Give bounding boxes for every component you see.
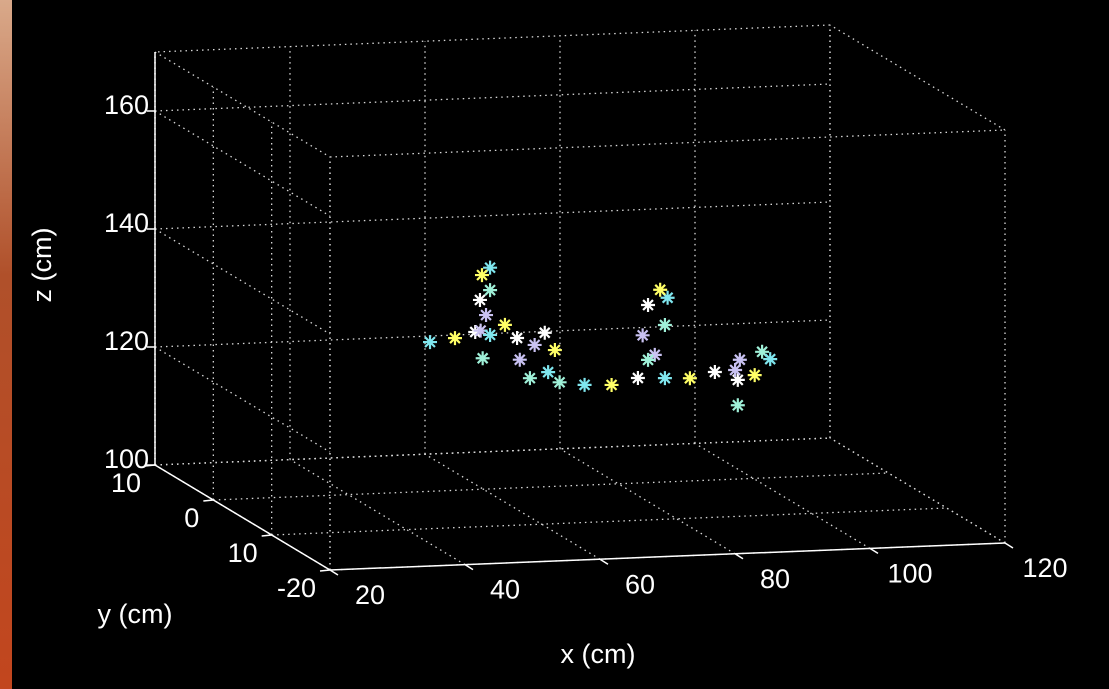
point — [630, 370, 645, 385]
x-tick-label: 60 — [625, 569, 655, 599]
point — [707, 364, 722, 379]
point — [641, 298, 656, 313]
point — [527, 337, 542, 352]
grid-line — [213, 472, 889, 501]
point — [730, 398, 745, 413]
tick-mark — [319, 569, 331, 572]
box-edge — [829, 24, 1006, 131]
point — [473, 323, 488, 338]
point — [537, 325, 552, 340]
grid-line — [154, 83, 831, 112]
point — [497, 317, 512, 332]
y-axis — [154, 464, 331, 571]
point — [447, 331, 462, 346]
point — [483, 260, 498, 275]
point — [641, 352, 656, 367]
grid-line — [154, 228, 331, 335]
grid-line — [694, 442, 871, 549]
point — [541, 365, 556, 380]
point — [730, 372, 745, 387]
point — [512, 352, 527, 367]
grid-line — [829, 437, 1006, 544]
x-axis — [329, 542, 1006, 571]
point — [475, 351, 490, 366]
point — [657, 317, 672, 332]
point — [479, 308, 494, 323]
point — [468, 324, 483, 339]
point — [747, 368, 762, 383]
x-tick-label: 40 — [490, 575, 520, 605]
point — [682, 371, 697, 386]
point — [483, 327, 498, 342]
point — [657, 371, 672, 386]
grid-line — [271, 507, 947, 536]
z-tick-label: 120 — [104, 326, 149, 356]
box-edge — [154, 51, 331, 158]
point — [647, 347, 662, 362]
tick-mark — [203, 499, 214, 502]
grid-line — [289, 459, 466, 566]
x-tick-label: 100 — [887, 559, 932, 589]
tick-mark — [464, 563, 474, 571]
z-tick-label: 140 — [104, 208, 149, 238]
point — [660, 290, 675, 305]
x-axis-label: x (cm) — [561, 639, 636, 669]
point — [755, 344, 770, 359]
grid-line — [154, 110, 331, 217]
point — [474, 268, 489, 283]
y-tick-label: 0 — [184, 503, 199, 533]
point — [510, 330, 525, 345]
point — [423, 335, 438, 350]
box-edge — [154, 437, 831, 466]
y-axis-label: y (cm) — [98, 599, 173, 629]
tick-mark — [1004, 542, 1014, 549]
point — [732, 352, 747, 367]
grid-line — [424, 453, 601, 560]
point — [763, 352, 778, 367]
z-tick-label: 100 — [104, 444, 149, 474]
box-edge — [829, 437, 1006, 544]
point — [604, 377, 619, 392]
point — [483, 283, 498, 298]
background-photo — [0, 0, 12, 689]
point — [577, 377, 592, 392]
tick-mark — [599, 558, 609, 565]
tick-mark — [329, 569, 339, 576]
z-tick-label: 160 — [104, 90, 149, 120]
box-edge — [154, 24, 831, 53]
point — [547, 343, 562, 358]
tick-mark — [261, 534, 272, 537]
grid-line — [154, 437, 831, 466]
tick-mark — [734, 553, 744, 560]
point — [472, 292, 487, 307]
y-tick-label: 10 — [228, 538, 258, 568]
point — [635, 328, 650, 343]
x-tick-label: 120 — [1022, 553, 1067, 583]
point — [552, 375, 567, 390]
x-tick-label: 20 — [355, 580, 385, 610]
grid-line — [154, 437, 831, 466]
point — [728, 362, 743, 377]
grid-line — [559, 448, 736, 555]
y-tick-label: 10 — [111, 468, 141, 498]
y-tick-label: -20 — [277, 573, 316, 603]
grid-line — [154, 201, 831, 230]
box-edge — [329, 129, 1006, 158]
grid-line — [154, 346, 331, 453]
point — [653, 282, 668, 297]
z-axis-label: z (cm) — [27, 228, 57, 303]
x-tick-label: 80 — [760, 564, 790, 594]
point — [522, 371, 537, 386]
tick-mark — [869, 547, 879, 555]
